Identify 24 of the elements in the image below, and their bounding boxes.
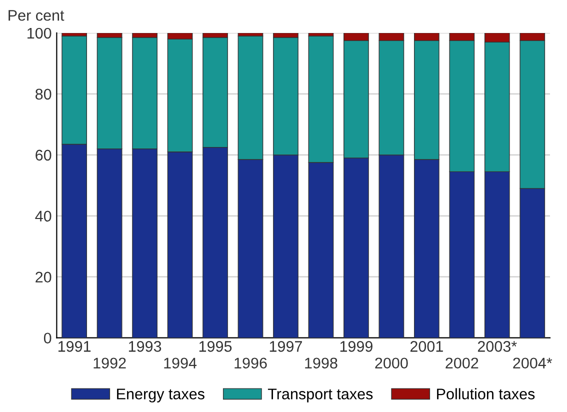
y-tick-label: 60 [36, 150, 52, 161]
x-tick-label: 1997 [270, 341, 302, 352]
legend-label: Transport taxes [268, 388, 373, 402]
x-tick-label: 2004* [513, 358, 552, 369]
x-tick-label: 1999 [340, 341, 372, 352]
y-axis-title: Per cent [8, 10, 64, 21]
x-tick-label: 2000 [375, 358, 408, 369]
x-tick-label: 2001 [410, 341, 443, 352]
y-tick-label: 0 [44, 332, 52, 344]
y-tick-label: 100 [28, 28, 52, 39]
y-tick-label: 80 [36, 88, 52, 100]
x-tick-label: 1994 [164, 358, 197, 369]
x-tick-label: 2002 [446, 358, 478, 369]
y-tick-label: 20 [36, 272, 52, 283]
x-tick-label: 1996 [234, 358, 267, 369]
legend-label: Energy taxes [117, 388, 204, 402]
x-tick-label: 1998 [305, 358, 338, 369]
x-tick-label: 1995 [199, 341, 232, 352]
x-tick-label: 1992 [94, 358, 126, 369]
y-tick-label: 40 [35, 210, 52, 222]
legend-label: Pollution taxes [437, 388, 535, 400]
x-tick-label: 1993 [128, 341, 162, 352]
x-tick-label: 2003* [478, 341, 517, 352]
x-tick-label: 1991 [58, 341, 91, 352]
